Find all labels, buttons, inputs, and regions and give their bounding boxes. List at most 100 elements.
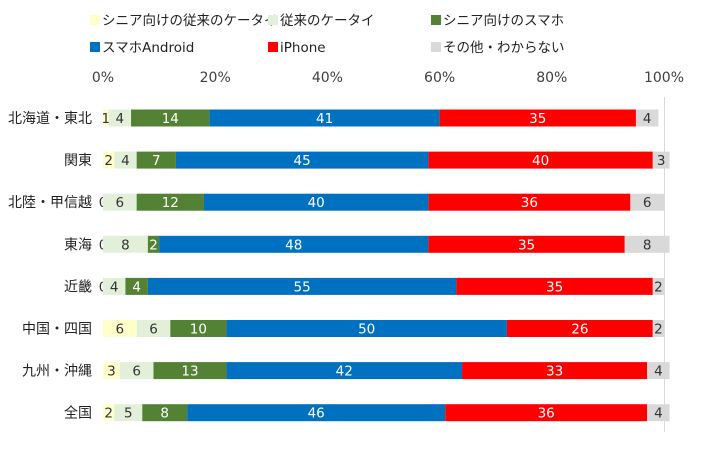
data-label: 35 — [518, 237, 535, 253]
bar-segment — [147, 277, 457, 295]
category-label: 北海道・東北 — [8, 111, 92, 127]
category-label: 近畿 — [64, 279, 92, 295]
data-label: 2 — [654, 279, 663, 295]
bar-segment — [103, 320, 137, 337]
data-label: 4 — [116, 111, 125, 127]
bar-segment — [114, 151, 137, 169]
category-label: 九州・沖縄 — [22, 364, 92, 380]
data-label: 4 — [654, 364, 663, 380]
bar-segment — [108, 109, 132, 127]
data-label: 5 — [124, 406, 133, 422]
data-label: 33 — [546, 364, 563, 380]
data-label: 42 — [336, 364, 353, 380]
bar-segment — [103, 362, 120, 380]
bar-segment — [136, 151, 176, 169]
data-label: 6 — [132, 364, 141, 380]
bar-row: 1 4 14 41 35 4 — [102, 109, 659, 127]
bar-segment — [103, 151, 115, 169]
bar-segment — [635, 109, 659, 127]
data-label: 41 — [316, 111, 333, 127]
bar-segment — [624, 235, 670, 253]
data-label: 36 — [521, 195, 538, 211]
bar-segment — [103, 235, 148, 253]
bar-segment — [131, 109, 210, 127]
data-label: 40 — [308, 195, 325, 211]
data-label: 6 — [149, 322, 158, 338]
legend-swatch-6 — [431, 42, 441, 52]
bar-segment — [153, 362, 227, 380]
x-tick-label: 20% — [200, 70, 231, 86]
data-label: 14 — [162, 111, 179, 127]
bar-segment — [647, 404, 670, 422]
bar-segment — [170, 320, 227, 337]
bar-segment — [428, 193, 631, 211]
bar-segment — [147, 235, 160, 253]
legend-swatch-4 — [90, 42, 100, 52]
data-label: 12 — [162, 195, 179, 211]
legend-swatch-5 — [268, 42, 278, 52]
bar-segment — [142, 404, 188, 422]
legend-label-3: シニア向けのスマホ — [443, 13, 564, 29]
bar-row: 2 5 8 46 36 4 — [103, 404, 670, 422]
data-label: 1 — [102, 111, 111, 127]
bar-segment — [209, 109, 440, 127]
data-label: 36 — [538, 406, 555, 422]
data-label: 48 — [285, 237, 302, 253]
data-label: 46 — [308, 406, 325, 422]
data-label: 2 — [104, 153, 113, 169]
x-tick-label: 40% — [312, 70, 343, 86]
legend-swatch-1 — [90, 15, 100, 25]
bar-row: 3 6 13 42 33 4 — [103, 362, 670, 380]
bar-segment — [652, 151, 670, 169]
bar-segment — [175, 151, 429, 169]
data-label: 45 — [294, 153, 311, 169]
bar-segment — [187, 404, 446, 422]
data-label: 40 — [532, 153, 549, 169]
bar-segment — [630, 193, 664, 211]
bar-segment — [103, 193, 137, 211]
data-label: 4 — [643, 111, 652, 127]
data-label: 2 — [104, 406, 113, 422]
data-label: 2 — [654, 322, 663, 338]
bar-segment — [103, 109, 109, 127]
bar-row: 04455352 — [99, 277, 664, 295]
x-tick-label: 80% — [536, 70, 567, 86]
data-label: 3 — [107, 364, 116, 380]
category-label: 中国・四国 — [22, 322, 92, 338]
legend-label-4: スマホAndroid — [102, 40, 194, 56]
bar-segment — [456, 277, 653, 295]
bar-segment — [136, 193, 204, 211]
data-label: 55 — [294, 279, 311, 295]
bar-row: 08248358 — [99, 235, 670, 253]
data-label: 26 — [571, 322, 588, 338]
bar-segment — [445, 404, 648, 422]
data-label: 8 — [160, 406, 169, 422]
legend-label-1: シニア向けの従来のケータイ — [102, 13, 278, 29]
bar-segment — [114, 404, 143, 422]
data-label: 6 — [116, 322, 125, 338]
data-label: 4 — [121, 153, 130, 169]
data-label: 6 — [116, 195, 125, 211]
bar-segment — [226, 320, 507, 337]
legend-label-5: iPhone — [280, 40, 326, 56]
data-label: 4 — [110, 279, 119, 295]
plot-area: 1414413542474540306124036608248358044553… — [99, 109, 670, 422]
bar-segment — [103, 277, 126, 295]
data-label: 13 — [181, 364, 198, 380]
category-label: 全国 — [64, 405, 92, 422]
data-label: 7 — [152, 153, 161, 169]
data-label: 8 — [643, 237, 652, 253]
bar-segment — [652, 320, 664, 337]
data-label: 35 — [546, 279, 563, 295]
bar-segment — [159, 235, 429, 253]
bar-segment — [439, 109, 636, 127]
bar-segment — [462, 362, 648, 380]
bar-segment — [428, 151, 653, 169]
data-label: 10 — [190, 322, 207, 338]
data-label: 4 — [654, 406, 663, 422]
bar-segment — [125, 277, 148, 295]
bar-segment — [428, 235, 625, 253]
